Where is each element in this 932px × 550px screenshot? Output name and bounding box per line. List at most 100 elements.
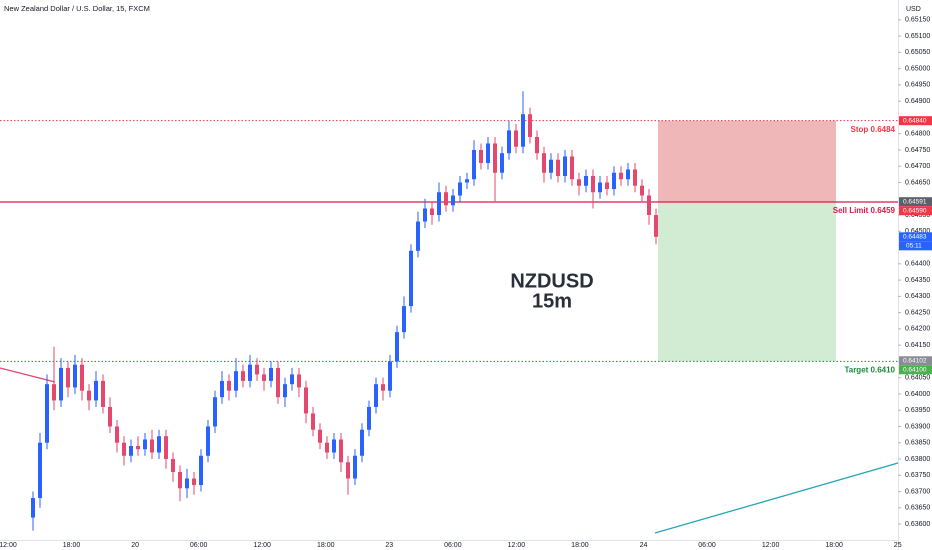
stop-zone — [658, 120, 836, 203]
y-tick-label: 0.63750 — [905, 472, 930, 479]
y-tick-label: 0.64550 — [905, 212, 930, 219]
candle-body — [283, 384, 287, 398]
candle-body — [521, 114, 525, 147]
candle-body — [206, 426, 210, 456]
y-tick-label: 0.64400 — [905, 261, 930, 268]
candle-body — [395, 332, 399, 362]
price-badge — [899, 116, 932, 126]
y-tick-label: 0.64950 — [905, 82, 930, 89]
stop-label: Stop 0.6484 — [851, 125, 896, 134]
candle-body — [381, 384, 385, 391]
candle-body — [598, 182, 602, 193]
candle-body — [66, 367, 70, 388]
x-tick-label: 12:00 — [0, 542, 17, 549]
y-tick-label: 0.64900 — [905, 98, 930, 105]
candle-body — [556, 159, 560, 176]
y-tick-label: 0.63900 — [905, 423, 930, 430]
candle-body — [633, 169, 637, 186]
y-tick-label: 0.64050 — [905, 375, 930, 382]
x-tick-label: 06:00 — [444, 542, 462, 549]
candle-body — [437, 192, 441, 216]
candle-body — [192, 478, 196, 486]
y-tick-label: 0.64750 — [905, 147, 930, 154]
y-tick-label: 0.64000 — [905, 391, 930, 398]
y-tick-label: 0.65050 — [905, 49, 930, 56]
candle-body — [269, 367, 273, 381]
price-badge-label: 0.64102 — [903, 357, 927, 364]
candle-body — [654, 215, 658, 237]
price-badge-label: 0.64591 — [903, 198, 927, 205]
candle-body — [549, 159, 553, 173]
candle-body — [255, 364, 259, 375]
candle-body — [563, 156, 567, 176]
candle-body — [619, 172, 623, 180]
y-tick-label: 0.64800 — [905, 131, 930, 138]
target-zone — [658, 202, 836, 362]
candle-body — [472, 149, 476, 180]
candle-body — [59, 367, 63, 401]
x-tick-label: 12:00 — [253, 542, 271, 549]
candle-body — [374, 384, 378, 407]
candle-body — [234, 371, 238, 391]
candle-body — [122, 442, 126, 456]
candle-body — [535, 136, 539, 154]
candle-body — [605, 182, 609, 189]
candle-body — [150, 439, 154, 453]
candle-body — [73, 364, 77, 388]
x-tick-label: 18:00 — [63, 542, 81, 549]
candle-body — [486, 143, 490, 163]
candle-body — [346, 462, 350, 479]
price-badge — [899, 197, 932, 207]
candle-body — [262, 374, 266, 381]
candle-body — [143, 439, 147, 450]
candle-body — [332, 439, 336, 453]
candle-body — [101, 380, 105, 407]
entry-label: Sell Limit 0.6459 — [833, 206, 896, 215]
price-badge-label: 0.64590 — [903, 207, 927, 214]
price-badge-label: 0.64100 — [903, 366, 927, 373]
candle-body — [45, 384, 49, 443]
x-tick-label: 18:00 — [571, 542, 589, 549]
currency: USD — [906, 6, 921, 13]
candle-body — [353, 455, 357, 479]
candle-body — [185, 478, 189, 489]
candle-body — [178, 472, 182, 489]
candle-body — [577, 179, 581, 186]
candle-body — [500, 153, 504, 173]
x-tick-label: 06:00 — [698, 542, 716, 549]
x-tick-label: 06:00 — [190, 542, 208, 549]
y-tick-label: 0.64650 — [905, 179, 930, 186]
y-tick-label: 0.63650 — [905, 505, 930, 512]
interval: 15m — [532, 290, 572, 312]
trend-line — [0, 367, 56, 383]
candle-body — [409, 250, 413, 307]
candle-body — [626, 169, 630, 180]
y-tick-label: 0.64200 — [905, 326, 930, 333]
price-badge — [899, 365, 932, 375]
candle-body — [157, 436, 161, 453]
y-tick-label: 0.63700 — [905, 488, 930, 495]
candle-body — [80, 364, 84, 391]
y-tick-label: 0.63800 — [905, 456, 930, 463]
price-badge-label: 0.64840 — [903, 117, 927, 124]
y-tick-label: 0.64300 — [905, 293, 930, 300]
candle-body — [479, 149, 483, 163]
candle-body — [199, 455, 203, 486]
x-tick-label: 12:00 — [762, 542, 780, 549]
candle-body — [213, 397, 217, 427]
candle-body — [444, 192, 448, 206]
y-tick-label: 0.64350 — [905, 277, 930, 284]
candle-body — [542, 153, 546, 173]
x-tick-label: 25 — [894, 542, 902, 549]
candle-body — [465, 179, 469, 183]
price-badge — [899, 356, 932, 366]
candle-body — [325, 442, 329, 453]
x-tick-label: 23 — [385, 542, 393, 549]
candle-body — [339, 439, 343, 463]
candle-body — [416, 221, 420, 251]
y-tick-label: 0.64150 — [905, 342, 930, 349]
candle-body — [276, 367, 280, 398]
x-tick-label: 12:00 — [508, 542, 526, 549]
candle-body — [591, 175, 595, 193]
